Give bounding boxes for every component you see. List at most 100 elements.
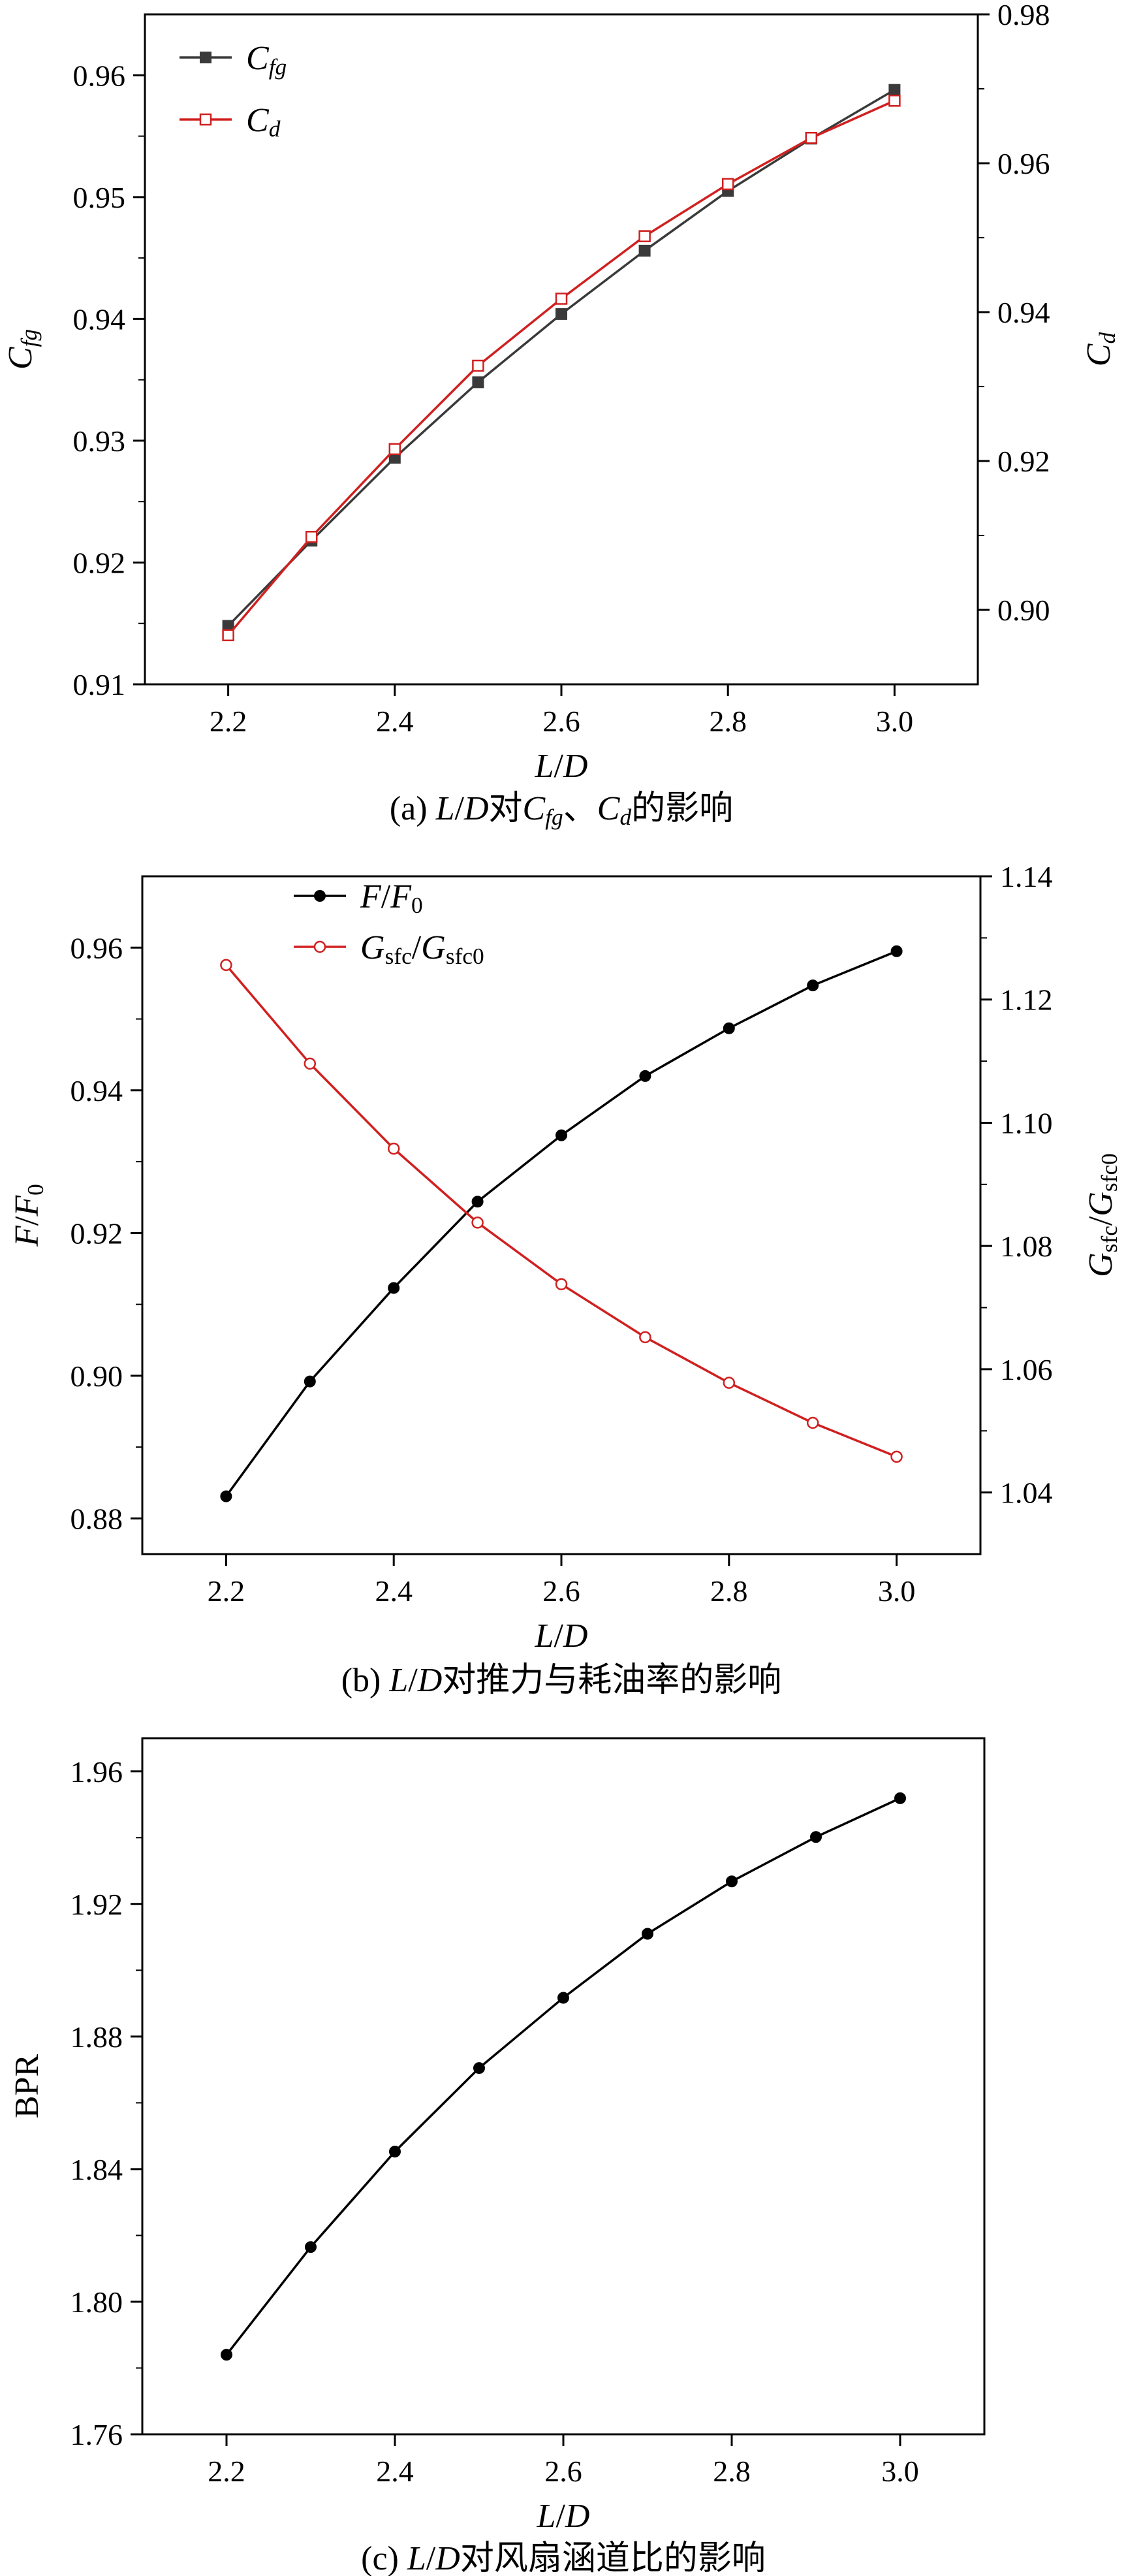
y-left-tick-label: 0.94: [70, 1074, 123, 1107]
x-tick-label: 2.4: [375, 1574, 413, 1608]
y-left-tick-label: 1.96: [70, 1755, 123, 1789]
data-point: [726, 1875, 738, 1888]
y-left-tick-label: 0.96: [73, 59, 126, 92]
y-right-tick-label: 0.98: [997, 0, 1050, 31]
data-point: [388, 443, 401, 456]
y-left-tick-label: 1.92: [70, 1888, 123, 1921]
chart-caption: (b) L/D对推力与耗油率的影响: [341, 1662, 782, 1699]
y-left-tick-label: 1.88: [70, 2020, 123, 2054]
series-line-2: [227, 99, 896, 636]
y-left-tick-label: 1.76: [70, 2418, 123, 2451]
y-right-tick-label: 0.94: [997, 296, 1050, 329]
x-tick-label: 2.6: [542, 1574, 580, 1608]
data-point: [723, 1022, 735, 1034]
y-left-tick-label: 0.94: [73, 302, 126, 336]
x-tick-label: 3.0: [876, 705, 914, 738]
legend-marker: [200, 52, 211, 63]
y-left-axis-label: BPR: [8, 2054, 46, 2119]
legend-label: Cfg: [246, 40, 287, 80]
data-point: [220, 1490, 232, 1503]
data-point: [387, 1142, 400, 1155]
data-point: [807, 979, 819, 992]
legend-marker: [314, 890, 326, 902]
y-left-tick-label: 0.96: [70, 931, 123, 964]
y-left-tick-label: 1.80: [70, 2285, 123, 2319]
legend-label: Gsfc/Gsfc0: [360, 929, 484, 969]
y-right-tick-label: 1.08: [1000, 1230, 1053, 1263]
data-point: [638, 230, 651, 242]
chart-1: 2.2 2.4 2.6 2.8 3.0 0.91 0.92 0.93 0.94 0.95 0.96 0…: [2, 0, 1120, 830]
chart-caption: (a) L/D对Cfg、Cd的影响: [390, 790, 733, 830]
data-point: [473, 2062, 485, 2075]
data-point: [555, 1129, 567, 1141]
x-tick-label: 2.8: [710, 1574, 748, 1608]
x-tick-label: 2.4: [376, 2455, 414, 2488]
data-point: [304, 1375, 316, 1388]
y-left-tick-label: 0.88: [70, 1502, 123, 1535]
chart-caption: (c) L/D对风扇涵道比的影响: [361, 2540, 766, 2576]
legend-label: Cd: [246, 102, 281, 142]
y-right-tick-label: 0.92: [997, 445, 1050, 478]
data-point: [557, 1992, 569, 2004]
chart-2: 2.2 2.4 2.6 2.8 3.0 0.88 0.90 0.92 0.94 0.96 1.04 1…: [8, 860, 1122, 1699]
legend-marker: [313, 940, 326, 953]
data-point: [894, 1792, 906, 1804]
x-axis-label: L/D: [535, 1617, 588, 1655]
data-point: [304, 1057, 317, 1070]
data-point: [220, 959, 232, 972]
x-tick-label: 2.6: [544, 2455, 582, 2488]
y-left-tick-label: 0.93: [73, 424, 126, 458]
plot-frame: [141, 1737, 986, 2436]
data-point: [555, 308, 567, 320]
y-right-axis-label: Gsfc/Gsfc0: [1082, 1153, 1122, 1277]
data-point: [890, 945, 903, 957]
y-right-tick-label: 0.96: [997, 147, 1050, 180]
x-axis-label: L/D: [537, 2498, 590, 2535]
data-point: [389, 2146, 401, 2158]
x-tick-label: 3.0: [881, 2455, 919, 2488]
data-point: [222, 629, 234, 642]
y-right-tick-label: 0.90: [997, 594, 1050, 627]
data-point: [639, 1070, 651, 1082]
chart-3: 2.2 2.4 2.6 2.8 3.0 1.76 1.80 1.84 1.88 1.92 1.96 L…: [8, 1737, 986, 2576]
legend-label: F/F0: [360, 878, 423, 918]
plot-frame: [141, 875, 982, 1555]
data-point: [555, 293, 568, 305]
data-point: [221, 2349, 232, 2361]
series-line-2: [225, 964, 898, 1458]
y-left-tick-label: 0.90: [70, 1360, 123, 1393]
legend-marker: [199, 113, 212, 126]
data-point: [555, 1278, 568, 1290]
x-tick-label: 2.2: [208, 2455, 245, 2488]
data-point: [471, 1216, 484, 1229]
series-line-1: [227, 89, 896, 627]
y-right-tick-label: 1.06: [1000, 1353, 1053, 1386]
x-tick-label: 2.2: [208, 1574, 245, 1608]
y-right-axis-label: Cd: [1080, 332, 1120, 367]
y-left-tick-label: 1.84: [70, 2153, 123, 2186]
x-tick-label: 3.0: [878, 1574, 916, 1608]
data-point: [810, 1831, 822, 1843]
x-axis-label: L/D: [535, 748, 588, 785]
y-left-axis-label: Cfg: [2, 329, 42, 370]
y-right-tick-label: 1.12: [1000, 983, 1053, 1017]
y-right-tick-label: 1.04: [1000, 1476, 1053, 1510]
data-point: [388, 1282, 400, 1294]
data-point: [639, 1331, 651, 1344]
data-point: [723, 1376, 736, 1389]
x-tick-label: 2.4: [376, 705, 414, 738]
y-left-axis-label: F/F0: [8, 1184, 48, 1247]
y-left-tick-label: 0.91: [73, 668, 126, 701]
data-point: [305, 2241, 317, 2253]
y-right-tick-label: 1.14: [1000, 860, 1053, 893]
data-point: [305, 531, 318, 543]
data-point: [806, 1416, 819, 1429]
y-left-tick-label: 0.92: [70, 1216, 123, 1250]
y-left-tick-label: 0.92: [73, 546, 126, 579]
x-tick-label: 2.8: [709, 705, 747, 738]
series-line-1: [225, 1797, 901, 2356]
data-point: [721, 178, 734, 191]
data-point: [638, 244, 651, 257]
data-point: [888, 84, 901, 96]
